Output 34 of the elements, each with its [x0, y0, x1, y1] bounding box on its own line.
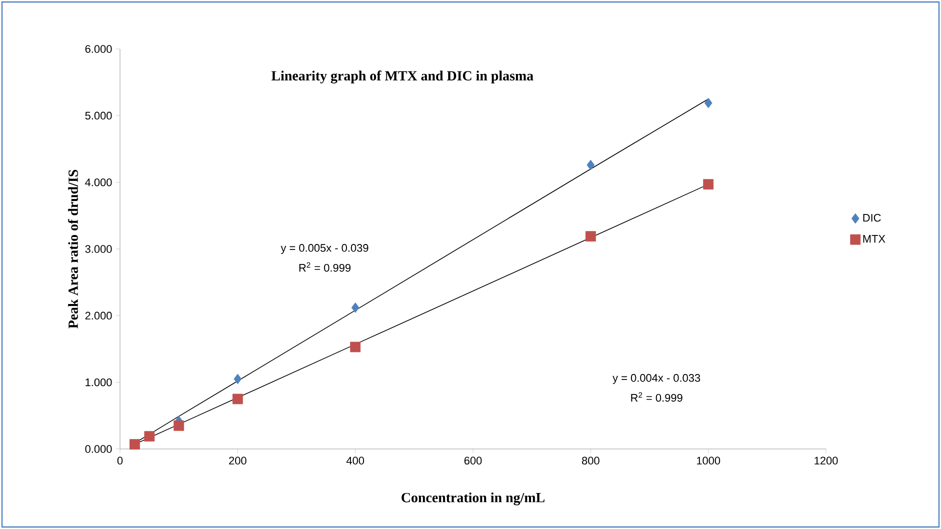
x-tick-label: 1000: [696, 456, 720, 465]
y-tick-label: 2.000: [85, 312, 112, 320]
y-tick-label: 6.000: [85, 45, 112, 53]
legend-label: DIC: [863, 214, 881, 222]
y-tick-label: 0.000: [85, 445, 112, 453]
annotation: R$^{2}$ = 0.999: [631, 392, 682, 402]
y-tick-label: 4.000: [85, 178, 112, 186]
x-tick-label: 400: [346, 456, 364, 465]
legend-label: MTX: [863, 235, 886, 243]
y-tick-label: 3.000: [85, 245, 112, 253]
y-tick-label: 1.000: [86, 378, 112, 386]
x-tick-label: 0: [117, 456, 123, 465]
point: [704, 98, 712, 108]
x-tick-label: 200: [229, 456, 246, 465]
point: [703, 179, 714, 190]
point: [234, 374, 242, 384]
point: [351, 302, 360, 313]
point: [130, 439, 140, 450]
x-tick-label: 600: [464, 456, 482, 465]
point: [585, 231, 596, 242]
x-tick-label: 800: [582, 456, 600, 465]
y-tick-label: 5.000: [85, 112, 112, 120]
text: Linearity graph of MTX and DIC in plasma: [271, 70, 534, 84]
point: [232, 394, 243, 404]
point: [350, 342, 361, 352]
annotation: y = 0.004x - 0.033: [612, 374, 700, 384]
x-axis-title: Concentration in ng/mL: [402, 492, 544, 506]
x-tick-label: 1200: [814, 456, 838, 465]
annotation: R$^{2}$ = 0.999: [299, 262, 351, 272]
point: [144, 431, 155, 442]
annotation: y = 0.005x - 0.039: [280, 244, 368, 254]
point: [586, 160, 595, 170]
y-axis-title: Peak Area ratio of drud/IS: [68, 170, 78, 328]
point: [174, 420, 184, 431]
